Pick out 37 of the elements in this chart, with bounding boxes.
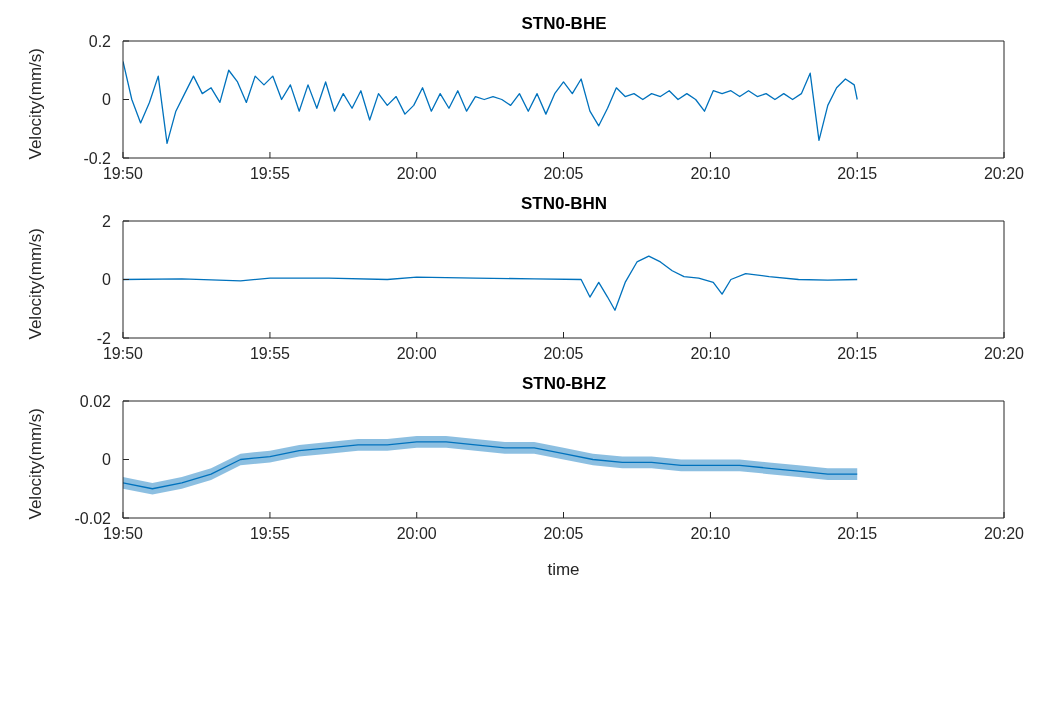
- y-axis-title: Velocity(mm/s): [26, 408, 46, 520]
- x-tick-label: 20:10: [690, 525, 731, 543]
- x-axis-title: time: [547, 560, 580, 579]
- x-tick-label: 19:50: [102, 345, 144, 363]
- x-tick-label: 19:50: [102, 525, 144, 543]
- x-tick-label: 20:00: [396, 345, 437, 363]
- x-tick-label: 20:05: [543, 345, 584, 363]
- x-tick-label: 20:15: [837, 165, 878, 183]
- x-tick-label: 20:20: [983, 525, 1025, 543]
- y-tick-label: 0: [102, 91, 112, 109]
- y-axis-title: Velocity(mm/s): [26, 48, 46, 160]
- y-tick-label: -2: [96, 329, 112, 347]
- y-tick-label: 0: [102, 271, 112, 289]
- y-tick-label: -0.02: [74, 509, 112, 527]
- y-tick-label: 0: [102, 451, 112, 469]
- x-tick-label: 20:15: [837, 525, 878, 543]
- x-tick-label: 19:55: [249, 525, 291, 543]
- x-tick-label: 20:00: [396, 525, 437, 543]
- x-tick-label: 20:10: [690, 165, 731, 183]
- x-tick-label: 19:50: [102, 165, 144, 183]
- y-tick-label: -0.2: [83, 149, 112, 167]
- y-tick-label: 0.02: [79, 392, 112, 410]
- x-tick-label: 19:55: [249, 345, 291, 363]
- chart-title: STN0-BHZ: [520, 374, 608, 394]
- x-tick-label: 19:55: [249, 165, 291, 183]
- x-tick-label: 20:10: [690, 345, 731, 363]
- x-tick-label: 20:00: [396, 165, 437, 183]
- y-tick-label: 2: [102, 212, 112, 230]
- chart-title: STN0-BHN: [520, 194, 608, 214]
- y-tick-label: 0.2: [88, 32, 112, 50]
- x-tick-label: 20:05: [543, 165, 584, 183]
- x-tick-label: 20:20: [983, 345, 1025, 363]
- x-tick-label: 20:05: [543, 525, 584, 543]
- x-tick-label: 20:15: [837, 345, 878, 363]
- y-axis-title: Velocity(mm/s): [26, 228, 46, 340]
- chart-title: STN0-BHE: [520, 14, 608, 34]
- x-tick-label: 20:20: [983, 165, 1025, 183]
